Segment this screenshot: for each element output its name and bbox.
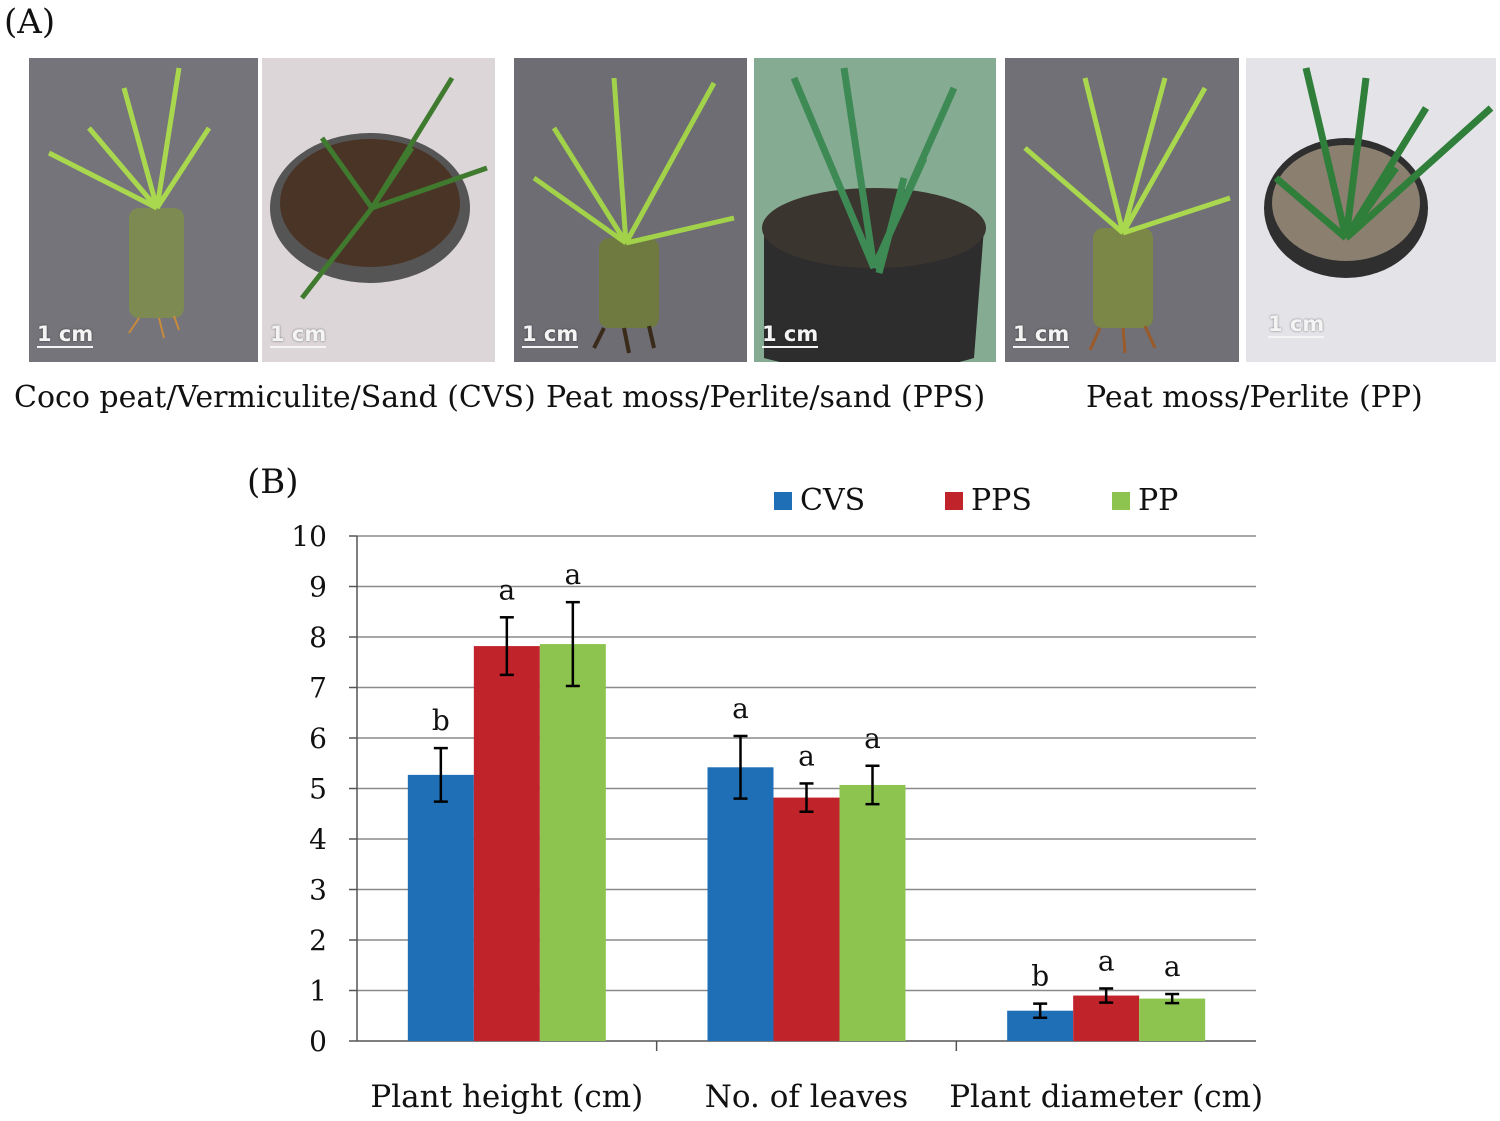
bar-cvs bbox=[407, 774, 474, 1041]
bar-pps bbox=[473, 646, 540, 1041]
significance-letter: b bbox=[432, 704, 450, 737]
y-tick-label: 9 bbox=[309, 571, 327, 604]
significance-letter: a bbox=[798, 739, 815, 772]
legend-swatch-cvs bbox=[774, 491, 792, 510]
legend-label-cvs: CVS bbox=[800, 483, 866, 518]
bar-pps bbox=[773, 797, 840, 1041]
scale-bar-label: 1 cm bbox=[1013, 322, 1070, 348]
panel-b-label: (B) bbox=[247, 462, 299, 502]
y-tick-label: 6 bbox=[309, 722, 327, 755]
legend-item-pps: PPS bbox=[945, 483, 1032, 518]
caption-pps: Peat moss/Perlite/sand (PPS) bbox=[546, 380, 986, 415]
caption-cvs: Coco peat/Vermiculite/Sand (CVS) bbox=[14, 380, 536, 415]
caption-pp: Peat moss/Perlite (PP) bbox=[1086, 380, 1423, 415]
significance-letter: a bbox=[498, 573, 515, 606]
y-tick-label: 0 bbox=[309, 1025, 327, 1058]
scale-bar-label: 1 cm bbox=[522, 322, 579, 348]
legend-label-pps: PPS bbox=[971, 483, 1032, 518]
legend-swatch-pp bbox=[1112, 491, 1130, 510]
photo-pp-plug: 1 cm bbox=[1005, 58, 1239, 362]
y-tick-label: 8 bbox=[309, 621, 327, 654]
y-tick-label: 3 bbox=[309, 874, 327, 907]
y-tick-label: 4 bbox=[309, 823, 327, 856]
y-tick-label: 2 bbox=[309, 924, 327, 957]
photo-pp-pot: 1 cm bbox=[1246, 58, 1496, 362]
y-tick-label: 10 bbox=[291, 520, 327, 553]
significance-letter: a bbox=[1098, 944, 1115, 977]
significance-letter: b bbox=[1031, 960, 1049, 993]
x-category-label: No. of leaves bbox=[705, 1079, 908, 1115]
scale-bar-label: 1 cm bbox=[762, 322, 819, 348]
legend-label-pp: PP bbox=[1138, 483, 1179, 518]
bar-cvs bbox=[707, 767, 774, 1041]
y-tick-label: 1 bbox=[309, 975, 327, 1008]
scale-bar-label: 1 cm bbox=[270, 322, 327, 348]
bar-pp bbox=[839, 784, 906, 1041]
scale-bar-label: 1 cm bbox=[37, 322, 94, 348]
significance-letter: a bbox=[564, 558, 581, 591]
scale-bar-label: 1 cm bbox=[1268, 312, 1325, 338]
legend-item-pp: PP bbox=[1112, 483, 1178, 518]
y-tick-label: 7 bbox=[309, 672, 327, 705]
photo-cvs-pot: 1 cm bbox=[262, 58, 495, 362]
panel-a-label: (A) bbox=[4, 2, 56, 42]
legend-swatch-pps bbox=[945, 491, 963, 510]
significance-letter: a bbox=[732, 692, 749, 725]
significance-letter: a bbox=[864, 722, 881, 755]
x-category-label: Plant height (cm) bbox=[370, 1079, 643, 1115]
y-tick-label: 5 bbox=[309, 773, 327, 806]
photo-pps-pot: 1 cm bbox=[754, 58, 996, 362]
significance-letter: a bbox=[1164, 950, 1181, 983]
photo-cvs-plug: 1 cm bbox=[29, 58, 258, 362]
bar-pp bbox=[539, 644, 606, 1041]
legend-item-cvs: CVS bbox=[774, 483, 865, 518]
photo-pps-plug: 1 cm bbox=[514, 58, 747, 362]
x-category-label: Plant diameter (cm) bbox=[949, 1079, 1263, 1115]
bar-pp bbox=[1139, 998, 1206, 1041]
